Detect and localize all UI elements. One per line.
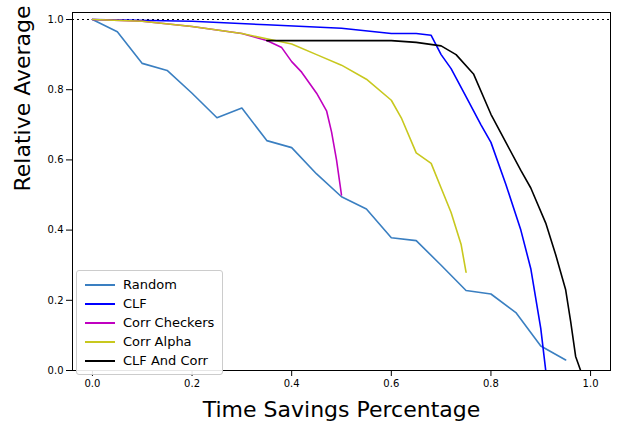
html-text:CLF: CLF — [123, 296, 147, 311]
svg-text:0.4: 0.4 — [48, 224, 64, 235]
html-text:Corr Checkers: Corr Checkers — [123, 315, 215, 330]
svg-text:1.0: 1.0 — [583, 378, 599, 389]
svg-text:Relative Average Precision: Relative Average Precision — [10, 0, 35, 192]
svg-text:0.6: 0.6 — [48, 154, 64, 165]
svg-text:0.8: 0.8 — [483, 378, 499, 389]
html-text:Random: Random — [123, 277, 177, 292]
svg-text:1.0: 1.0 — [48, 14, 64, 25]
svg-text:0.6: 0.6 — [383, 378, 399, 389]
html-text:Corr Alpha: Corr Alpha — [123, 334, 192, 349]
svg-text:0.8: 0.8 — [48, 84, 64, 95]
svg-text:0.4: 0.4 — [284, 378, 300, 389]
svg-text:0.0: 0.0 — [48, 365, 64, 376]
svg-text:Time Savings Percentage: Time Savings Percentage — [202, 397, 481, 422]
svg-text:0.2: 0.2 — [48, 295, 64, 306]
html-text:CLF And Corr: CLF And Corr — [123, 353, 208, 368]
svg-text:0.0: 0.0 — [84, 378, 100, 389]
svg-text:0.2: 0.2 — [184, 378, 200, 389]
